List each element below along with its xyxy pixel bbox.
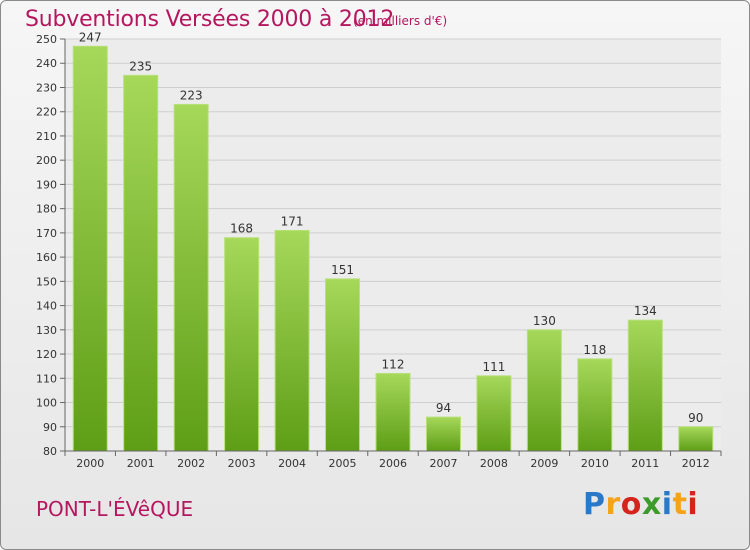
logo-letter: o [620,487,642,522]
logo-letter: r [605,487,621,522]
y-tick-label: 130 [36,324,57,337]
x-tick-label-2007: 2007 [429,457,457,470]
value-label-2003: 168 [230,222,253,236]
value-label-2001: 235 [129,59,152,73]
value-label-2010: 118 [583,343,606,357]
bar-2000 [72,45,108,452]
bar-2009 [526,329,562,452]
y-tick-label: 90 [43,421,57,434]
y-tick-label: 150 [36,275,57,288]
value-label-2011: 134 [634,304,657,318]
y-tick-label: 240 [36,57,57,70]
x-tick-label-2004: 2004 [278,457,306,470]
bar-2004 [274,229,310,452]
y-tick-label: 210 [36,130,57,143]
value-label-2005: 151 [331,263,354,277]
bar-2003 [224,237,260,452]
y-tick-label: 200 [36,154,57,167]
x-tick-label-2000: 2000 [76,457,104,470]
y-tick-label: 190 [36,178,57,191]
x-tick-label-2012: 2012 [682,457,710,470]
y-tick-label: 250 [36,33,57,46]
bar-2005 [325,278,361,452]
value-label-2008: 111 [482,360,505,374]
y-tick-label: 180 [36,203,57,216]
x-tick-label-2006: 2006 [379,457,407,470]
y-tick-label: 140 [36,300,57,313]
x-tick-label-2003: 2003 [228,457,256,470]
y-tick-label: 100 [36,397,57,410]
bar-2001 [123,74,159,452]
chart-title: Subventions Versées 2000 à 2012 [25,7,395,32]
logo-letter: x [641,487,662,522]
chart-subtitle: (en milliers d'€) [353,14,448,28]
proxiti-logo: Proxiti [583,487,698,522]
y-tick-label: 170 [36,227,57,240]
bar-2012 [678,426,714,452]
logo-letter: P [583,487,606,522]
y-tick-label: 80 [43,445,57,458]
city-name: PONT-L'ÉVêQUE [36,497,194,521]
value-label-2007: 94 [436,401,451,415]
bar-2002 [173,103,209,452]
x-tick-label-2009: 2009 [530,457,558,470]
x-tick-label-2001: 2001 [127,457,155,470]
value-label-2006: 112 [382,357,405,371]
x-tick-label-2010: 2010 [581,457,609,470]
y-tick-label: 220 [36,106,57,119]
bar-2007 [425,416,461,452]
x-tick-label-2011: 2011 [631,457,659,470]
x-tick-label-2002: 2002 [177,457,205,470]
value-label-2002: 223 [180,88,203,102]
x-tick-label-2008: 2008 [480,457,508,470]
bar-2008 [476,375,512,452]
y-tick-label: 120 [36,348,57,361]
logo-letter: i [687,487,699,522]
logo-letter: i [661,487,673,522]
value-label-2000: 247 [79,30,102,44]
x-tick-label-2005: 2005 [329,457,357,470]
logo-letter: t [672,487,688,522]
value-label-2004: 171 [281,214,304,228]
bar-2010 [577,358,613,452]
y-tick-label: 230 [36,81,57,94]
bar-2006 [375,372,411,452]
value-label-2009: 130 [533,314,556,328]
y-tick-label: 160 [36,251,57,264]
bar-2011 [627,319,663,452]
value-label-2012: 90 [688,411,703,425]
y-tick-label: 110 [36,372,57,385]
